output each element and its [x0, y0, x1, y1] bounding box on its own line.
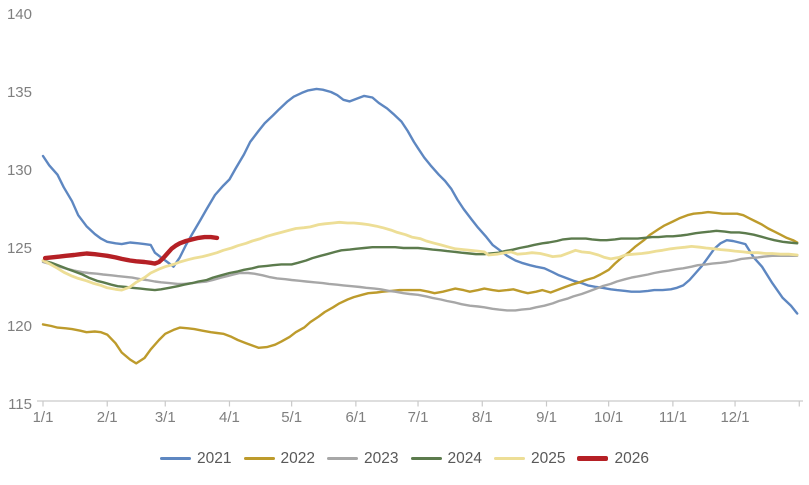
series-line-2022 [41, 210, 799, 365]
legend-label-2026: 2026 [614, 450, 649, 467]
x-axis-label-9/1: 9/1 [536, 409, 557, 426]
legend-item-2022: 2022 [243, 450, 316, 467]
x-axis-label-3/1: 3/1 [155, 409, 176, 426]
y-axis-label-115: 115 [8, 396, 32, 413]
x-axis-label-1/1: 1/1 [33, 409, 54, 426]
chart-legend: 2021 2022 2023 2024 2025 2026 [0, 451, 809, 467]
series-line-2021 [41, 87, 799, 315]
y-axis-label-135: 135 [7, 84, 32, 101]
series-line-2024 [41, 229, 799, 292]
series-line-2026 [42, 234, 220, 266]
legend-swatch-2025 [493, 457, 525, 461]
legend-item-2026: 2026 [577, 450, 649, 467]
legend-label-2024: 2024 [447, 450, 482, 467]
series-line-2023 [41, 254, 799, 312]
legend-swatch-2022 [243, 457, 275, 461]
x-axis-label-6/1: 6/1 [345, 409, 366, 426]
legend-swatch-2024 [410, 457, 442, 461]
legend-swatch-2023 [327, 457, 359, 461]
y-axis-label-130: 130 [7, 162, 32, 179]
legend-swatch-2021 [160, 457, 192, 461]
legend-label-2021: 2021 [197, 450, 232, 467]
x-axis-label-11/1: 11/1 [659, 409, 687, 426]
legend-swatch-2026 [577, 456, 609, 462]
legend-label-2022: 2022 [280, 450, 316, 467]
x-axis-label-5/1: 5/1 [281, 409, 302, 426]
legend-label-2023: 2023 [364, 450, 399, 467]
legend-label-2025: 2025 [530, 450, 566, 467]
legend-item-2025: 2025 [493, 450, 566, 467]
y-axis-label-120: 120 [7, 318, 32, 335]
y-axis-label-140: 140 [7, 6, 32, 23]
legend-item-2024: 2024 [410, 450, 482, 467]
chart-canvas: 115 120 125 130 135 140 1/1 2/1 3/1 4/1 5/1 6/1 7/1 8… [7, 6, 803, 426]
x-axis-label-10/1: 10/1 [594, 409, 623, 426]
legend-item-2021: 2021 [160, 450, 232, 467]
x-axis-label-4/1: 4/1 [219, 409, 240, 426]
x-axis-label-7/1: 7/1 [408, 409, 429, 426]
x-axis-label-2/1: 2/1 [97, 409, 118, 426]
x-axis-label-12/1: 12/1 [720, 409, 749, 426]
legend-item-2023: 2023 [327, 450, 399, 467]
y-axis-label-125: 125 [7, 240, 32, 257]
x-axis-label-8/1: 8/1 [472, 409, 493, 426]
series-line-2025 [41, 220, 799, 292]
